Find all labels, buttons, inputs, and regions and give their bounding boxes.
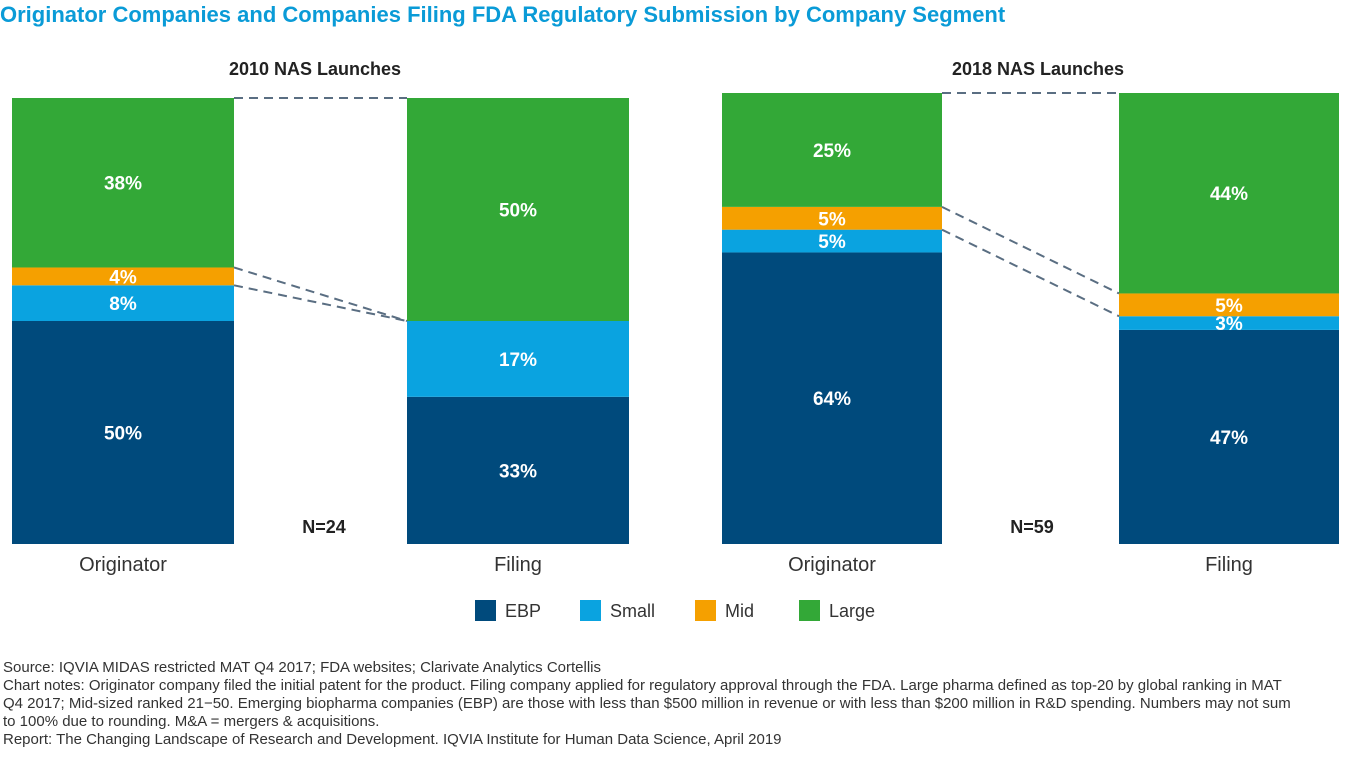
bar-large-originator-1 <box>722 93 942 207</box>
connector-line-1-1 <box>941 228 1120 318</box>
bar-mid-filing-1 <box>1119 293 1339 317</box>
legend-label-ebp: EBP <box>505 601 541 621</box>
data-label-large-filing-0: 50% <box>499 201 537 222</box>
source-note: Source: IQVIA MIDAS restricted MAT Q4 20… <box>3 659 601 676</box>
panel-title-1: 2018 NAS Launches <box>952 59 1124 79</box>
legend-swatch-ebp <box>475 600 496 621</box>
bar-ebp-filing-0 <box>407 396 629 544</box>
n-label-0: N=24 <box>302 517 346 537</box>
bar-mid-originator-1 <box>722 206 942 230</box>
panel-title-0: 2010 NAS Launches <box>229 59 401 79</box>
bar-large-originator-0 <box>12 98 234 268</box>
bar-small-filing-0 <box>407 321 629 397</box>
category-label-filing-1: Filing <box>1205 554 1253 576</box>
n-label-1: N=59 <box>1010 517 1054 537</box>
legend-label-mid: Mid <box>725 601 754 621</box>
data-label-small-originator-0: 8% <box>109 294 137 315</box>
bar-mid-originator-0 <box>12 267 234 286</box>
category-label-filing-0: Filing <box>494 554 542 576</box>
legend-label-small: Small <box>610 601 655 621</box>
data-label-ebp-filing-0: 33% <box>499 461 537 482</box>
bar-small-originator-1 <box>722 229 942 253</box>
data-label-mid-originator-0: 4% <box>109 267 137 288</box>
data-label-ebp-filing-1: 47% <box>1210 428 1248 449</box>
legend-swatch-mid <box>695 600 716 621</box>
legend-swatch-small <box>580 600 601 621</box>
connector-line-0-1 <box>233 284 408 322</box>
data-label-small-filing-0: 17% <box>499 350 537 371</box>
bar-small-originator-0 <box>12 285 234 321</box>
data-label-large-originator-1: 25% <box>813 141 851 162</box>
data-label-mid-filing-1: 5% <box>1215 296 1243 317</box>
legend-label-large: Large <box>829 601 875 621</box>
data-label-ebp-originator-0: 50% <box>104 424 142 445</box>
chart-notes: Source: IQVIA MIDAS restricted MAT Q4 20… <box>3 659 1303 749</box>
data-label-small-filing-1: 3% <box>1215 314 1243 335</box>
data-label-large-originator-0: 38% <box>104 174 142 195</box>
bar-ebp-filing-1 <box>1119 329 1339 544</box>
report-note: Report: The Changing Landscape of Resear… <box>3 731 782 748</box>
bar-large-filing-0 <box>407 98 629 321</box>
stacked-bar-chart: 2010 NAS Launches 50% 8% 4% 38% Originator 33%… <box>12 59 1339 621</box>
data-label-large-filing-1: 44% <box>1210 184 1248 205</box>
category-label-originator-1: Originator <box>788 554 876 576</box>
bar-large-filing-1 <box>1119 93 1339 294</box>
data-label-small-originator-1: 5% <box>818 232 846 253</box>
data-label-ebp-originator-1: 64% <box>813 389 851 410</box>
chart-notes-text: Chart notes: Originator company filed th… <box>3 677 1291 730</box>
data-label-mid-originator-1: 5% <box>818 209 846 230</box>
bar-small-filing-1 <box>1119 316 1339 330</box>
legend-swatch-large <box>799 600 820 621</box>
connector-line-1-0 <box>941 205 1120 295</box>
bar-ebp-originator-1 <box>722 252 942 544</box>
chart-title: Originator Companies and Companies Filin… <box>0 2 1006 27</box>
bar-ebp-originator-0 <box>12 321 234 544</box>
connector-line-0-0 <box>233 266 408 322</box>
category-label-originator-0: Originator <box>79 554 167 576</box>
